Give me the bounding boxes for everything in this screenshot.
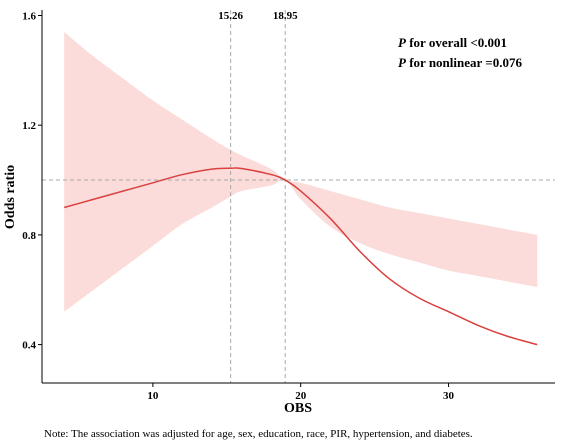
y-tick-label-2: 1.2: [22, 120, 36, 132]
y-ticks-layer: 0.4 0.8 1.2 1.6: [22, 10, 42, 352]
p-overall-annotation: P for overall <0.001: [398, 35, 507, 50]
y-tick-label-0: 0.4: [22, 340, 36, 352]
reference-lines-layer: [42, 10, 555, 383]
x-ticks-layer: 10 20 30: [147, 383, 455, 402]
knot-labels-layer: 15.26 18.95: [218, 10, 298, 22]
x-axis-title: OBS: [284, 401, 312, 416]
p-overall-text: for overall <0.001: [406, 35, 507, 50]
knot-label-0: 15.26: [218, 10, 243, 22]
y-tick-label-3: 1.6: [22, 10, 36, 22]
p-nonlinear-text: for nonlinear =0.076: [406, 55, 522, 70]
axes-layer: [41, 10, 555, 384]
p-overall-italic: P: [398, 35, 407, 50]
y-axis-title: Odds ratio: [3, 165, 18, 229]
p-nonlinear-italic: P: [398, 55, 407, 70]
confidence-band-layer: [64, 31, 538, 312]
adjustment-note: Note: The association was adjusted for a…: [44, 428, 473, 440]
p-nonlinear-annotation: P for nonlinear =0.076: [398, 55, 522, 70]
x-tick-label-30: 30: [443, 390, 455, 402]
knot-label-1: 18.95: [273, 10, 298, 22]
spline-chart: 10 20 30 0.4 0.8 1.2 1.6 15.26 18.95 OBS Odds …: [3, 10, 555, 416]
x-tick-label-10: 10: [147, 390, 159, 402]
odds-ratio-curve: [63, 167, 538, 346]
odds-ratio-curve-layer: [63, 167, 538, 346]
y-tick-label-1: 0.8: [22, 230, 36, 242]
confidence-band: [64, 31, 538, 312]
x-tick-label-20: 20: [295, 390, 307, 402]
